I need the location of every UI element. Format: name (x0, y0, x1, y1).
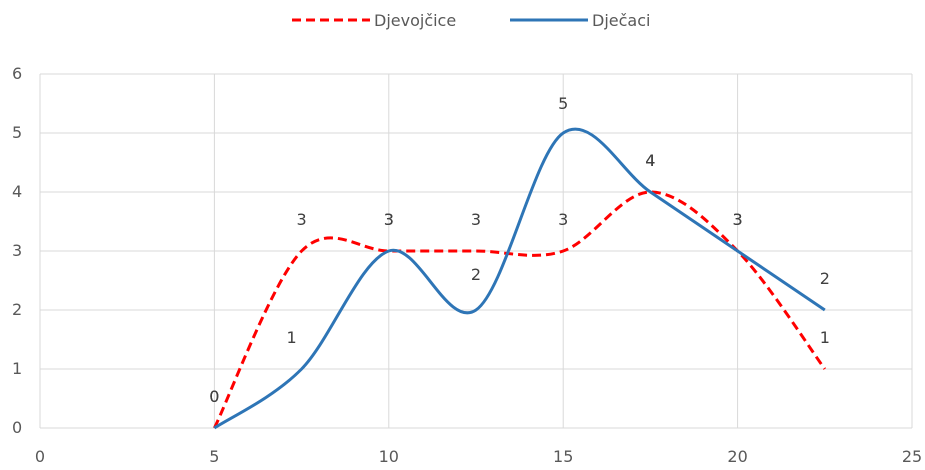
x-tick-label: 25 (902, 447, 922, 466)
data-label-djecaci: 1 (287, 328, 297, 347)
data-label-djecaci: 5 (558, 94, 568, 113)
legend-djevojcice: Djevojčice (292, 11, 456, 30)
series-djecaci-line (213, 127, 826, 430)
data-label-djecaci: 4 (645, 151, 655, 170)
x-tick-label: 0 (35, 447, 45, 466)
y-tick-label: 0 (12, 418, 22, 437)
x-tick-label: 15 (553, 447, 573, 466)
y-tick-label: 6 (12, 64, 22, 83)
legend-djevojcice-label: Djevojčice (374, 11, 456, 30)
x-tick-label: 10 (379, 447, 399, 466)
data-label-djecaci: 0 (209, 387, 219, 406)
data-label-djevojcice: 3 (733, 210, 743, 229)
y-tick-label: 5 (12, 123, 22, 142)
data-label-djevojcice: 3 (297, 210, 307, 229)
x-tick-label: 5 (209, 447, 219, 466)
data-label-djevojcice: 3 (558, 210, 568, 229)
y-tick-label: 1 (12, 359, 22, 378)
data-label-djevojcice: 1 (820, 328, 830, 347)
legend-djecaci: Dječaci (510, 11, 650, 30)
y-tick-label: 3 (12, 241, 22, 260)
data-label-djevojcice: 4 (645, 151, 655, 170)
data-label-djecaci: 3 (384, 210, 394, 229)
data-label-djevojcice: 3 (471, 210, 481, 229)
data-label-djecaci: 2 (820, 269, 830, 288)
legend-djecaci-label: Dječaci (592, 11, 650, 30)
x-tick-label: 20 (727, 447, 747, 466)
grid-layer (39, 73, 913, 429)
y-tick-label: 2 (12, 300, 22, 319)
data-label-djecaci: 3 (733, 210, 743, 229)
series-layer (213, 127, 827, 430)
data-label-djevojcice: 3 (384, 210, 394, 229)
legend: Djevojčice Dječaci (292, 11, 650, 30)
y-tick-label: 4 (12, 182, 22, 201)
data-label-djecaci: 2 (471, 265, 481, 284)
data-label-djevojcice: 0 (209, 387, 219, 406)
